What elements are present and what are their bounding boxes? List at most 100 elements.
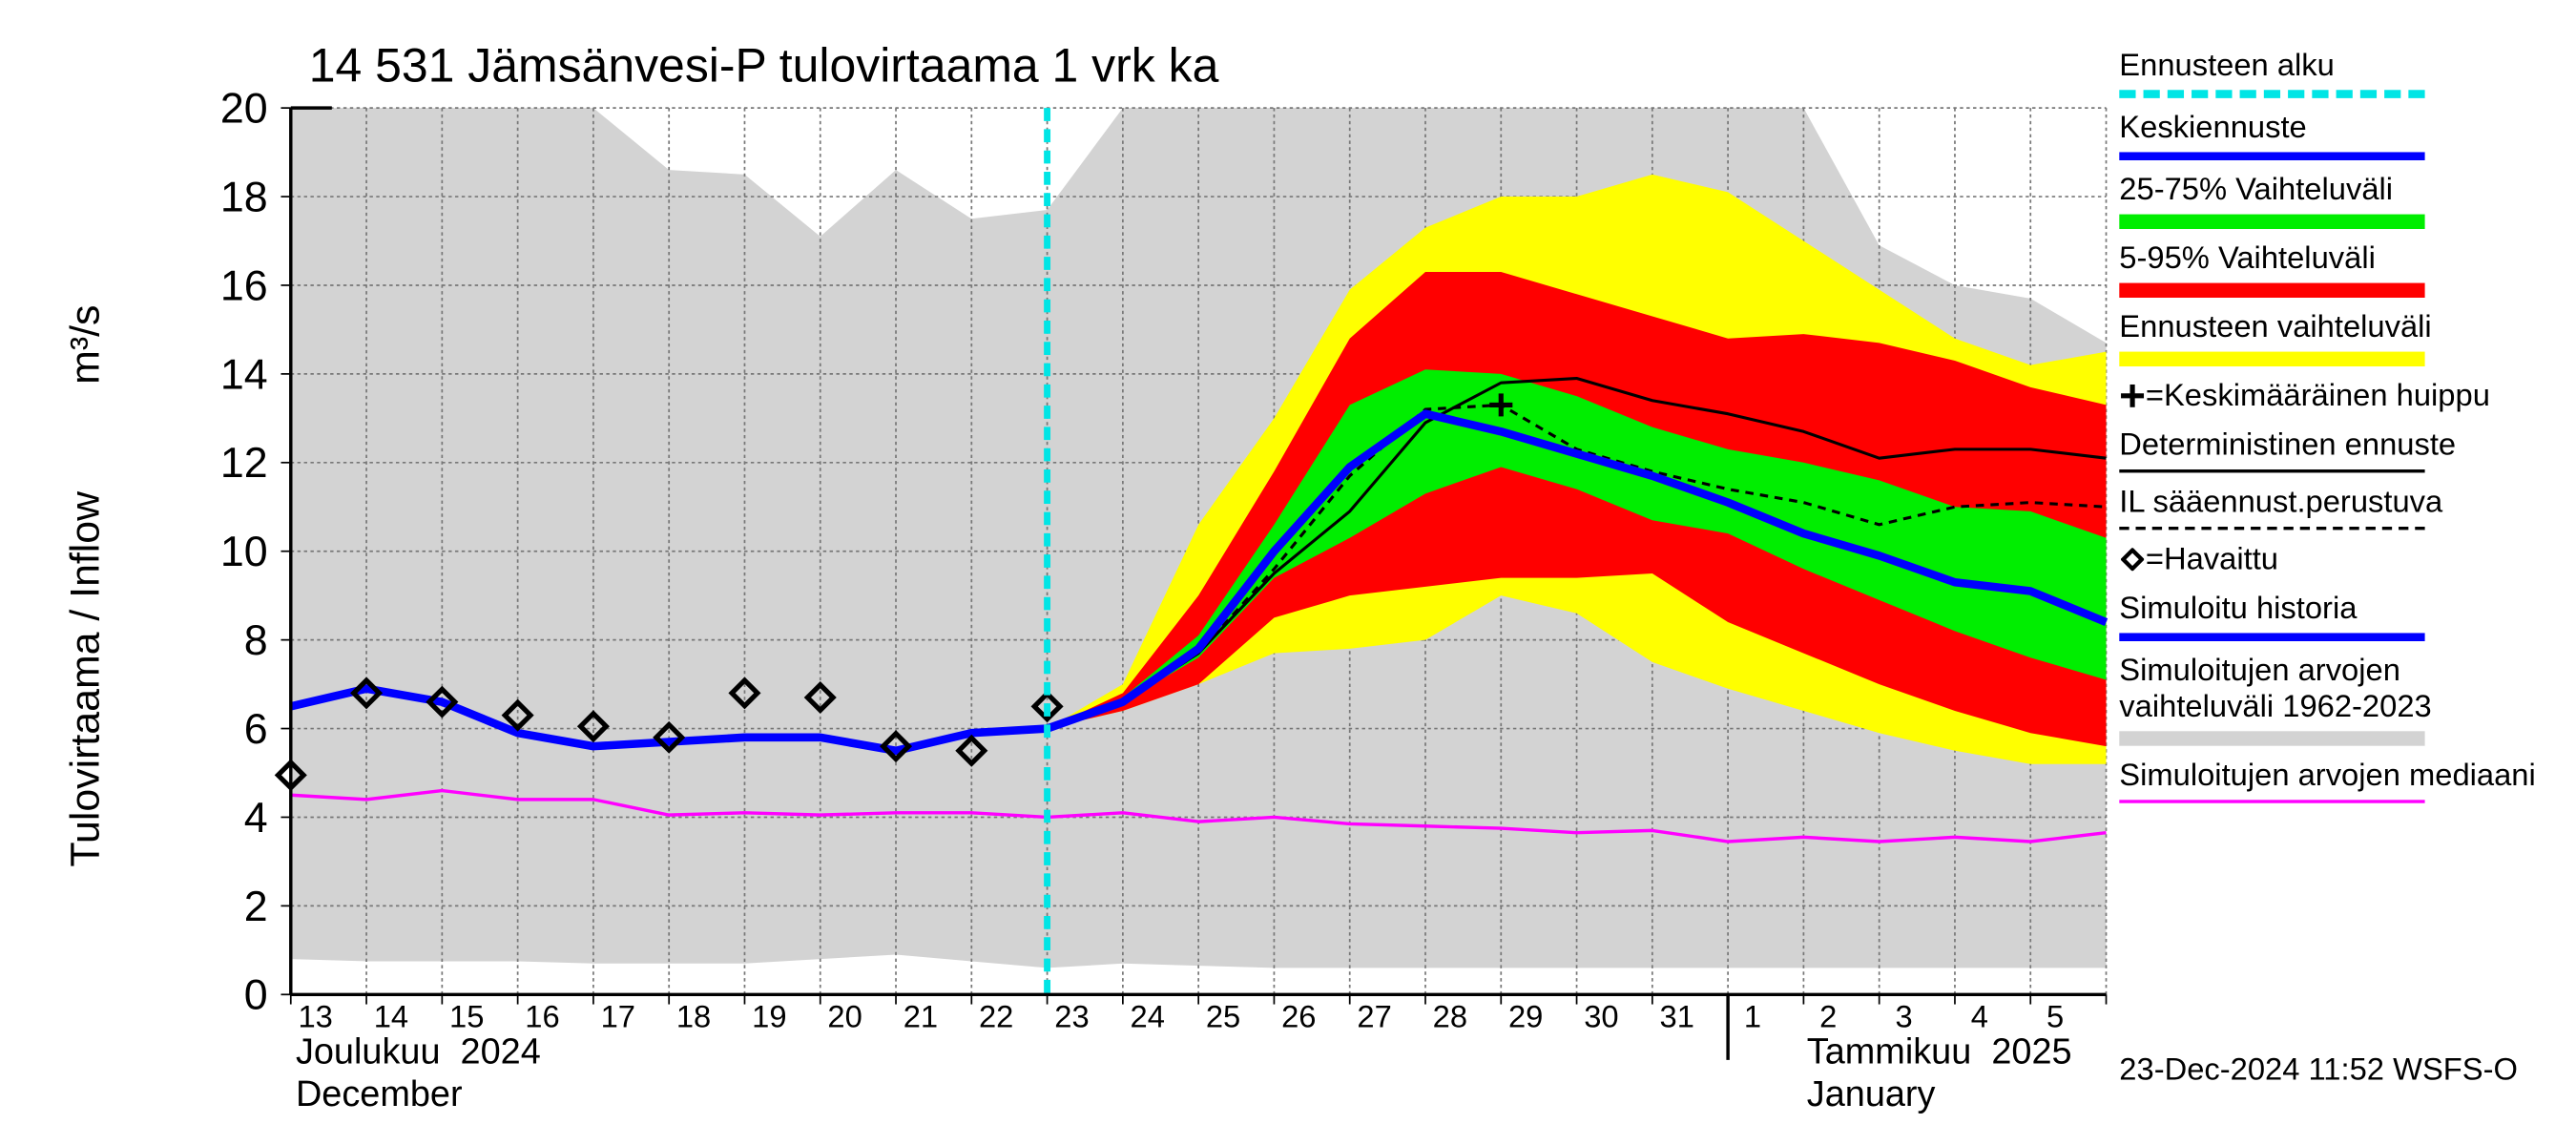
x-tick-label: 22 [979, 999, 1013, 1034]
x-tick-label: 27 [1357, 999, 1391, 1034]
band-area [1047, 272, 2107, 747]
legend-swatch [2119, 469, 2425, 473]
x-tick-label: 2 [1819, 999, 1837, 1034]
legend-swatch [2119, 282, 2425, 299]
observed-marker [1030, 690, 1064, 723]
month-sublabel: December [296, 1074, 463, 1114]
x-tick-label: 20 [827, 999, 862, 1034]
legend-entry: =Keskimääräinen huippu [2119, 380, 2563, 416]
legend-entry: Keskiennuste [2119, 112, 2563, 161]
line [1047, 403, 2107, 730]
legend-entry: Simuloitujen arvojen mediaani [2119, 759, 2563, 803]
observed-marker [426, 685, 459, 718]
legend-entry: Ennusteen vaihteluväli [2119, 311, 2563, 367]
legend-swatch [2119, 90, 2425, 98]
x-tick-label: 19 [752, 999, 786, 1034]
legend: Ennusteen alku Keskiennuste 25-75% Vaihtel… [2119, 49, 2563, 816]
legend-icon [2119, 543, 2146, 579]
y-tick-label: 8 [244, 617, 268, 664]
x-tick-label: 3 [1895, 999, 1912, 1034]
legend-label: IL sääennust.perustuva [2119, 486, 2563, 522]
legend-text: Simuloitujen arvojen vaihteluväli 1962-2… [2119, 654, 2432, 725]
legend-entry: Simuloitu historia [2119, 593, 2563, 642]
legend-swatch [2119, 633, 2425, 642]
x-tick-label: 25 [1206, 999, 1240, 1034]
y-axis-label: Tulovirtaama / Inflow [62, 490, 108, 867]
legend-label: =Havaittu [2119, 543, 2563, 579]
y-tick-label: 20 [220, 86, 268, 133]
legend-swatch [2119, 152, 2425, 161]
y-tick-label: 0 [244, 972, 268, 1019]
legend-text: Ennusteen vaihteluväli [2119, 310, 2432, 345]
x-tick-label: 17 [601, 999, 635, 1034]
legend-label: 5-95% Vaihteluväli [2119, 242, 2563, 279]
legend-swatch [2119, 800, 2425, 803]
chart-title: 14 531 Jämsänvesi-P tulovirtaama 1 vrk k… [309, 39, 1219, 93]
legend-entry: Deterministinen ennuste [2119, 428, 2563, 473]
legend-swatch [2119, 527, 2425, 531]
x-tick-label: 16 [525, 999, 559, 1034]
legend-text: =Keskimääräinen huippu [2145, 379, 2490, 414]
observed-marker [803, 681, 837, 714]
observed-marker [274, 759, 307, 792]
x-tick-label: 26 [1281, 999, 1316, 1034]
legend-text: 25-75% Vaihteluväli [2119, 173, 2394, 208]
month-sublabel: January [1807, 1074, 1936, 1114]
x-tick-label: 31 [1660, 999, 1694, 1034]
x-tick-label: 23 [1054, 999, 1089, 1034]
line [290, 788, 2107, 843]
legend-label: Ennusteen alku [2119, 49, 2563, 85]
legend-icon [2119, 380, 2146, 416]
legend-text: Ennusteen alku [2119, 49, 2335, 84]
legend-swatch [2119, 214, 2425, 230]
legend-label: Simuloitu historia [2119, 593, 2563, 629]
x-tick-label: 15 [449, 999, 484, 1034]
legend-text: Simuloitujen arvojen mediaani [2119, 759, 2536, 794]
x-tick-label: 4 [1971, 999, 1988, 1034]
observed-marker [653, 720, 686, 754]
observed-marker [501, 698, 534, 732]
y-tick-label: 12 [220, 440, 268, 487]
legend-entry: =Havaittu [2119, 543, 2563, 579]
x-tick-label: 14 [374, 999, 408, 1034]
line [289, 684, 1048, 756]
legend-entry: IL sääennust.perustuva [2119, 486, 2563, 531]
x-tick-label: 30 [1584, 999, 1618, 1034]
x-tick-label: 29 [1508, 999, 1543, 1034]
legend-swatch [2119, 351, 2425, 367]
legend-label: Ennusteen vaihteluväli [2119, 311, 2563, 347]
band-area [1047, 369, 2107, 729]
legend-label: Simuloitujen arvojen vaihteluväli 1962-2… [2119, 655, 2563, 726]
x-tick-label: 18 [676, 999, 711, 1034]
legend-label: Deterministinen ennuste [2119, 428, 2563, 465]
legend-entry: 25-75% Vaihteluväli [2119, 173, 2563, 230]
observed-marker [879, 730, 913, 763]
legend-text: 5-95% Vaihteluväli [2119, 241, 2376, 277]
legend-text: IL sääennust.perustuva [2119, 486, 2443, 521]
month-label: Joulukuu 2024 [296, 1031, 541, 1072]
x-tick-label: 28 [1433, 999, 1467, 1034]
observed-marker [576, 710, 610, 743]
y-axis-unit: m³/s [62, 305, 108, 385]
observed-marker [728, 677, 761, 710]
month-label: Tammikuu 2025 [1807, 1031, 2072, 1072]
peak-marker [1489, 393, 1513, 417]
y-tick-label: 4 [244, 795, 268, 842]
y-tick-label: 2 [244, 884, 268, 930]
x-tick-label: 24 [1131, 999, 1165, 1034]
footer: 23-Dec-2024 11:52 WSFS-O [2119, 1053, 2518, 1089]
legend-entry: 5-95% Vaihteluväli [2119, 242, 2563, 299]
y-tick-label: 14 [220, 351, 268, 398]
y-tick-label: 16 [220, 262, 268, 309]
observed-marker [955, 734, 988, 767]
observed-marker [350, 677, 384, 710]
x-tick-label: 13 [298, 999, 332, 1034]
legend-label: Simuloitujen arvojen mediaani [2119, 759, 2563, 795]
legend-text: Deterministinen ennuste [2119, 428, 2457, 464]
x-tick-label: 1 [1744, 999, 1761, 1034]
y-tick-label: 6 [244, 706, 268, 753]
line [1046, 409, 2109, 733]
legend-entry: Ennusteen alku [2119, 49, 2563, 98]
